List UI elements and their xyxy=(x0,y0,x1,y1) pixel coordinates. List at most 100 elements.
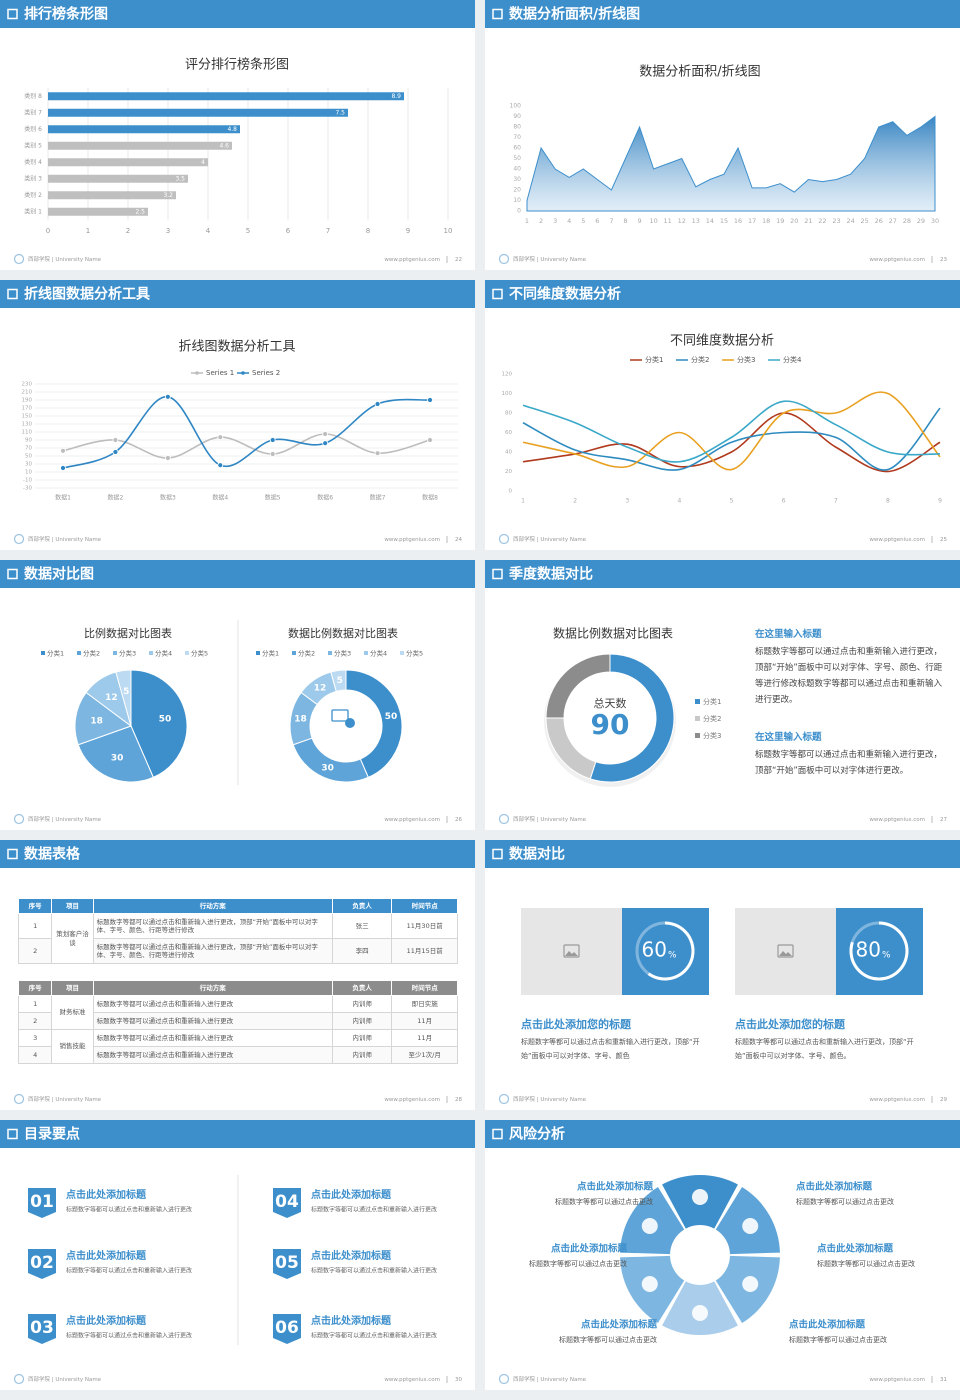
footer-org: 西部学院 | University Name xyxy=(513,535,587,543)
x-tick-label: 数据8 xyxy=(422,494,438,502)
x-tick-label: 6 xyxy=(595,217,599,225)
point xyxy=(427,397,433,403)
footer-page: 28 xyxy=(455,1097,462,1103)
y-tick-label: 90 xyxy=(513,113,521,120)
x-tick-label: 7 xyxy=(326,227,330,235)
y-tick-label: -10 xyxy=(23,478,32,484)
footer-org: 西部学院 | University Name xyxy=(513,1375,587,1383)
y-tick-label: 130 xyxy=(22,422,33,428)
footer-org: 西部学院 | University Name xyxy=(28,1375,102,1383)
slide-bg xyxy=(485,280,960,550)
x-tick-label: 4 xyxy=(567,217,571,225)
footer-org: 西部学院 | University Name xyxy=(28,255,102,263)
legend-label: Series 1 xyxy=(206,369,234,377)
item-title: 点击此处添加标题 xyxy=(66,1249,147,1262)
point xyxy=(322,440,329,447)
legend-label: 分类5 xyxy=(406,649,423,658)
item-text: 标题数字等都可以通过点击和重新输入进行更改 xyxy=(311,1206,437,1214)
point xyxy=(322,431,329,437)
stat-unit: % xyxy=(668,951,677,961)
number-badge xyxy=(28,1314,56,1344)
y-tick-label: 80 xyxy=(513,124,521,131)
chart-title: 评分排行榜条形图 xyxy=(185,57,289,73)
footer-site: www.pptgenius.com xyxy=(384,1377,440,1383)
footer-site: www.pptgenius.com xyxy=(384,537,440,543)
legend-label: 分类2 xyxy=(83,649,100,658)
y-tick-label: 20 xyxy=(513,187,521,194)
x-tick-label: 29 xyxy=(917,217,925,225)
x-tick-label: 30 xyxy=(931,217,939,225)
item-title: 点击此处添加标题 xyxy=(66,1188,147,1201)
slice-label: 5 xyxy=(123,687,129,697)
legend-label: 分类2 xyxy=(691,355,709,364)
x-tick-label: 19 xyxy=(776,217,784,225)
x-tick-label: 15 xyxy=(720,217,728,225)
slide-bg xyxy=(0,840,475,1110)
legend-label: 分类4 xyxy=(370,649,387,658)
footer-site: www.pptgenius.com xyxy=(384,817,440,823)
cycle-icon xyxy=(692,1189,708,1205)
legend-label: 分类4 xyxy=(783,355,802,364)
header-icon xyxy=(492,848,503,860)
value-label: 3.2 xyxy=(163,192,173,199)
item-number: 06 xyxy=(275,1318,299,1338)
footer-org: 西部学院 | University Name xyxy=(28,815,102,823)
item-title: 点击此处添加标题 xyxy=(311,1249,392,1262)
bar xyxy=(48,207,148,216)
header-icon xyxy=(7,288,18,300)
x-tick-label: 数据4 xyxy=(212,494,228,502)
item-number: 05 xyxy=(275,1253,299,1273)
footer-page: 27 xyxy=(940,817,947,823)
area xyxy=(526,115,936,212)
x-tick-label: 27 xyxy=(889,217,897,225)
footer-page: 31 xyxy=(940,1377,947,1383)
item-text: 标题数字等都可以通过点击和重新输入进行更改 xyxy=(66,1206,192,1214)
item-title: 点击此处添加标题 xyxy=(311,1188,392,1201)
y-tick-label: 0 xyxy=(509,489,513,495)
y-tick-label: 40 xyxy=(513,166,521,173)
y-tick-label: 110 xyxy=(22,430,33,436)
x-tick-label: 17 xyxy=(748,217,756,225)
header-icon xyxy=(492,1128,503,1140)
legend-swatch xyxy=(41,651,45,655)
y-tick-label: 30 xyxy=(513,176,521,183)
point xyxy=(112,449,119,455)
x-tick-label: 7 xyxy=(609,217,613,225)
legend-swatch xyxy=(185,651,189,655)
x-tick-label: 5 xyxy=(246,227,250,235)
category-label: 类别 4 xyxy=(24,158,42,166)
x-tick-label: 3 xyxy=(166,227,170,235)
bar xyxy=(48,108,348,117)
chart-title: 不同维度数据分析 xyxy=(670,333,774,349)
footer-site: www.pptgenius.com xyxy=(384,1097,440,1103)
cycle-icon xyxy=(742,1276,759,1292)
slice-label: 50 xyxy=(385,712,398,722)
x-tick-label: 11 xyxy=(664,217,672,225)
legend-label: 分类3 xyxy=(737,355,755,364)
header-bar xyxy=(485,280,960,308)
footer-site: www.pptgenius.com xyxy=(869,257,925,263)
y-tick-label: 20 xyxy=(505,469,512,475)
x-tick-label: 10 xyxy=(649,217,657,225)
number-badge xyxy=(28,1249,56,1279)
header-bar xyxy=(0,280,475,308)
image-icon-mountain xyxy=(779,951,792,956)
x-tick-label: 2 xyxy=(573,498,577,505)
cycle-icon xyxy=(641,1276,658,1292)
cycle-text: 标题数字等都可以通过点击更改 xyxy=(555,1197,653,1206)
legend-label: 分类1 xyxy=(645,355,663,364)
item-title: 点击此处添加标题 xyxy=(311,1314,392,1327)
x-tick-label: 9 xyxy=(406,227,410,235)
x-tick-label: 7 xyxy=(834,498,838,505)
footer-site: www.pptgenius.com xyxy=(384,257,440,263)
footer-logo xyxy=(13,813,25,825)
legend-swatch xyxy=(149,651,153,655)
y-tick-label: 100 xyxy=(510,103,522,110)
cycle-title: 点击此处添加标题 xyxy=(789,1319,866,1331)
cycle-title: 点击此处添加标题 xyxy=(796,1181,873,1193)
pie-slice xyxy=(115,669,132,727)
header-bar xyxy=(485,0,960,28)
footer-page: 30 xyxy=(455,1377,462,1383)
